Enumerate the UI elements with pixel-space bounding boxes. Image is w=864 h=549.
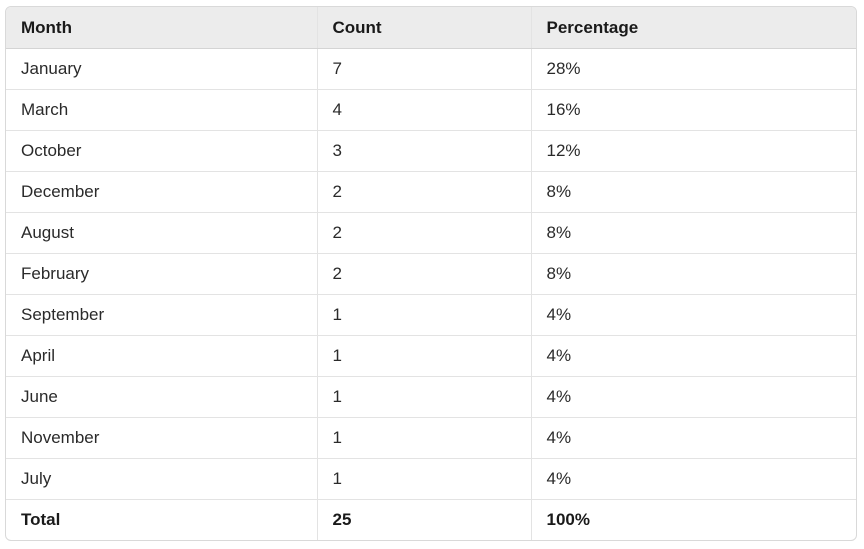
header-percentage: Percentage (531, 7, 856, 49)
data-table-container: Month Count Percentage January 7 28% Mar… (5, 6, 857, 541)
table-row: June 1 4% (6, 376, 856, 418)
header-month: Month (6, 7, 318, 49)
total-row: Total 25 100% (6, 499, 856, 540)
total-label: Total (6, 499, 318, 540)
cell-month: April (6, 335, 318, 377)
cell-count: 4 (317, 89, 532, 131)
cell-month: January (6, 48, 318, 90)
cell-percentage: 4% (531, 335, 856, 377)
cell-percentage: 8% (531, 212, 856, 254)
table-row: September 1 4% (6, 294, 856, 336)
cell-count: 1 (317, 458, 532, 500)
table-row: October 3 12% (6, 130, 856, 172)
cell-month: July (6, 458, 318, 500)
cell-percentage: 8% (531, 171, 856, 213)
cell-month: September (6, 294, 318, 336)
cell-count: 7 (317, 48, 532, 90)
table-row: February 2 8% (6, 253, 856, 295)
cell-month: August (6, 212, 318, 254)
table-row: December 2 8% (6, 171, 856, 213)
table-row: August 2 8% (6, 212, 856, 254)
cell-count: 1 (317, 335, 532, 377)
cell-count: 1 (317, 417, 532, 459)
cell-count: 1 (317, 294, 532, 336)
cell-month: June (6, 376, 318, 418)
cell-percentage: 12% (531, 130, 856, 172)
header-row: Month Count Percentage (6, 7, 856, 49)
table-row: March 4 16% (6, 89, 856, 131)
cell-count: 1 (317, 376, 532, 418)
table-row: July 1 4% (6, 458, 856, 500)
cell-percentage: 28% (531, 48, 856, 90)
cell-percentage: 4% (531, 376, 856, 418)
table-body: January 7 28% March 4 16% October 3 12% … (6, 48, 856, 540)
cell-percentage: 4% (531, 294, 856, 336)
cell-month: November (6, 417, 318, 459)
cell-percentage: 4% (531, 458, 856, 500)
total-percentage: 100% (546, 510, 590, 529)
cell-percentage: 4% (531, 417, 856, 459)
table-header: Month Count Percentage (6, 7, 856, 49)
month-count-table: Month Count Percentage January 7 28% Mar… (6, 7, 856, 540)
cell-month: October (6, 130, 318, 172)
cell-count: 2 (317, 253, 532, 295)
table-row: January 7 28% (6, 48, 856, 90)
total-count: 25 (317, 499, 532, 540)
table-row: April 1 4% (6, 335, 856, 377)
cell-count: 2 (317, 212, 532, 254)
table-row: November 1 4% (6, 417, 856, 459)
cell-month: December (6, 171, 318, 213)
cell-month: March (6, 89, 318, 131)
cell-month: February (6, 253, 318, 295)
cell-count: 3 (317, 130, 532, 172)
cell-percentage: 16% (531, 89, 856, 131)
cell-count: 2 (317, 171, 532, 213)
header-count: Count (317, 7, 532, 49)
cell-percentage: 8% (531, 253, 856, 295)
